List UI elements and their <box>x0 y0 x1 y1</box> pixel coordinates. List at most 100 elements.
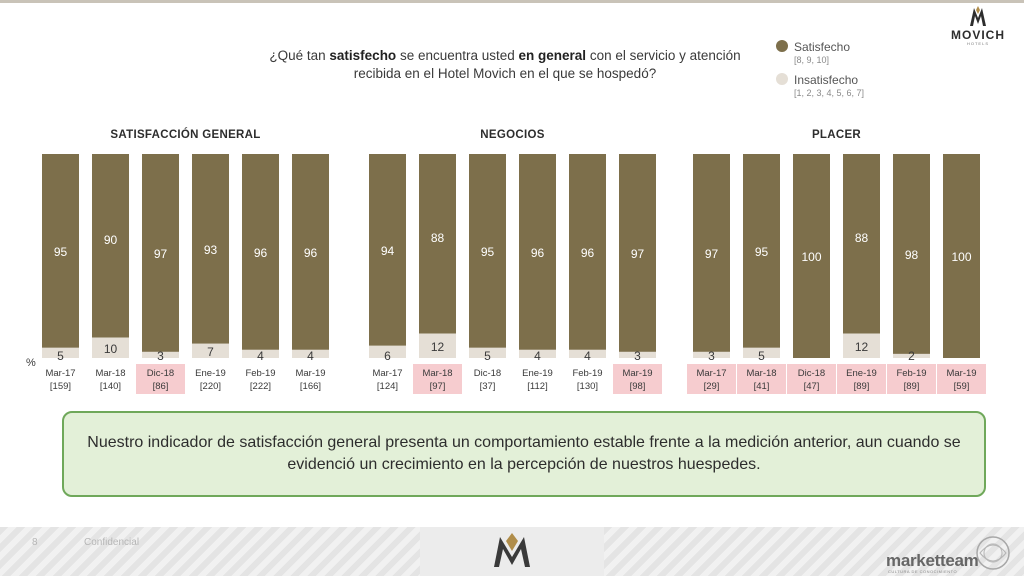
base-size-negocios-5: [98] <box>630 381 646 392</box>
base-size-satisfacci-n-general-2: [86] <box>153 381 169 392</box>
highlight-placer-5 <box>937 364 986 394</box>
bar-satisfied-placer-1 <box>743 154 780 348</box>
label-unsatisfied-placer-0: 3 <box>708 349 715 363</box>
bar-satisfied-satisfacci-n-general-1 <box>92 154 129 338</box>
legend-unsatisfied-swatch <box>776 73 788 85</box>
base-size-negocios-3: [112] <box>527 381 547 392</box>
category-label-placer-4: Feb-19 <box>896 368 926 379</box>
bar-unsatisfied-placer-3 <box>843 333 880 358</box>
highlight-negocios-1 <box>413 364 462 394</box>
label-satisfied-placer-3: 88 <box>855 231 869 245</box>
bar-satisfied-satisfacci-n-general-4 <box>242 154 279 350</box>
base-size-negocios-0: [124] <box>377 381 398 392</box>
conclusion-box: Nuestro indicador de satisfacción genera… <box>62 411 986 497</box>
bar-unsatisfied-placer-0 <box>693 351 730 358</box>
unit-label: % <box>26 357 36 369</box>
category-label-satisfacci-n-general-2: Dic-18 <box>147 368 174 379</box>
category-label-negocios-1: Mar-18 <box>422 368 452 379</box>
marketteam-tagline: CULTURA DE CONOCIMIENTO <box>888 569 958 574</box>
label-satisfied-negocios-4: 96 <box>581 246 595 260</box>
legend-satisfied-swatch <box>776 40 788 52</box>
label-satisfied-satisfacci-n-general-4: 96 <box>254 246 268 260</box>
highlight-placer-2 <box>787 364 836 394</box>
base-size-placer-3: [89] <box>854 381 870 392</box>
category-label-negocios-0: Mar-17 <box>372 368 402 379</box>
label-unsatisfied-placer-1: 5 <box>758 349 765 363</box>
category-label-satisfacci-n-general-0: Mar-17 <box>45 368 75 379</box>
base-size-satisfacci-n-general-0: [159] <box>50 381 71 392</box>
category-label-negocios-2: Dic-18 <box>474 368 501 379</box>
bar-satisfied-satisfacci-n-general-5 <box>292 154 329 350</box>
label-unsatisfied-satisfacci-n-general-0: 5 <box>57 349 64 363</box>
bar-unsatisfied-satisfacci-n-general-2 <box>142 351 179 358</box>
bar-satisfied-satisfacci-n-general-0 <box>42 154 79 348</box>
base-size-satisfacci-n-general-3: [220] <box>200 381 221 392</box>
page-number: 8 <box>32 537 38 548</box>
label-satisfied-satisfacci-n-general-1: 90 <box>104 233 118 247</box>
highlight-placer-3 <box>837 364 886 394</box>
movich-brand-sub: HOTELS <box>966 41 989 46</box>
base-size-satisfacci-n-general-1: [140] <box>100 381 121 392</box>
bar-satisfied-negocios-3 <box>519 154 556 350</box>
legend-satisfied-label: Satisfecho <box>794 40 851 54</box>
base-size-placer-4: [89] <box>904 381 920 392</box>
bar-satisfied-satisfacci-n-general-3 <box>192 154 229 344</box>
movich-monogram-icon <box>494 533 530 567</box>
label-unsatisfied-satisfacci-n-general-1: 10 <box>104 342 118 356</box>
bar-satisfied-negocios-1 <box>419 154 456 334</box>
movich-brand-name: MOVICH <box>951 28 1005 42</box>
bar-unsatisfied-negocios-5 <box>619 351 656 358</box>
category-label-placer-2: Dic-18 <box>798 368 825 379</box>
chart-title-negocios: NEGOCIOS <box>480 129 544 141</box>
highlight-placer-1 <box>737 364 786 394</box>
label-satisfied-negocios-2: 95 <box>481 245 495 259</box>
bar-unsatisfied-negocios-4 <box>569 349 606 358</box>
bar-satisfied-placer-0 <box>693 154 730 352</box>
label-satisfied-negocios-1: 88 <box>431 231 445 245</box>
footer: 8 Confidencial marketteam CULTURA DE CON… <box>0 527 1024 576</box>
bar-unsatisfied-placer-1 <box>743 347 780 358</box>
base-size-placer-5: [59] <box>954 381 970 392</box>
category-label-satisfacci-n-general-3: Ene-19 <box>195 368 226 379</box>
highlight-placer-4 <box>887 364 936 394</box>
bar-satisfied-placer-4 <box>893 154 930 354</box>
legend-satisfied-range: [8, 9, 10] <box>794 55 830 65</box>
footer-pattern-right <box>604 527 1024 576</box>
label-satisfied-placer-4: 98 <box>905 248 919 262</box>
category-label-negocios-5: Mar-19 <box>622 368 652 379</box>
label-satisfied-negocios-5: 97 <box>631 247 645 261</box>
label-satisfied-satisfacci-n-general-3: 93 <box>204 243 218 257</box>
marketteam-brand: marketteam <box>886 551 979 570</box>
label-satisfied-placer-1: 95 <box>755 245 769 259</box>
bar-satisfied-negocios-5 <box>619 154 656 352</box>
highlight-negocios-5 <box>613 364 662 394</box>
bar-satisfied-placer-3 <box>843 154 880 334</box>
question-text: ¿Qué tan satisfecho se encuentra usted e… <box>269 48 741 81</box>
label-unsatisfied-placer-4: 2 <box>908 349 915 363</box>
conclusion-text: Nuestro indicador de satisfacción genera… <box>87 434 961 473</box>
legend-unsatisfied-label: Insatisfecho <box>794 73 859 87</box>
bar-unsatisfied-negocios-0 <box>369 345 406 358</box>
label-unsatisfied-negocios-0: 6 <box>384 349 391 363</box>
label-unsatisfied-placer-3: 12 <box>855 340 869 354</box>
label-unsatisfied-negocios-5: 3 <box>634 349 641 363</box>
bar-unsatisfied-satisfacci-n-general-0 <box>42 347 79 358</box>
bar-unsatisfied-negocios-3 <box>519 349 556 358</box>
bar-unsatisfied-negocios-2 <box>469 347 506 358</box>
label-unsatisfied-satisfacci-n-general-4: 4 <box>257 349 264 363</box>
base-size-negocios-2: [37] <box>480 381 496 392</box>
bar-satisfied-placer-2 <box>793 154 830 358</box>
label-satisfied-negocios-3: 96 <box>531 246 545 260</box>
category-label-placer-1: Mar-18 <box>746 368 776 379</box>
satisfaction-charts: SATISFACCIÓN GENERAL% 95 5 Mar-17 [159] 90 10 M… <box>26 128 986 394</box>
category-label-satisfacci-n-general-5: Mar-19 <box>295 368 325 379</box>
category-label-placer-5: Mar-19 <box>946 368 976 379</box>
chart-title-satisfacci-n-general: SATISFACCIÓN GENERAL <box>110 128 260 141</box>
confidential-label: Confidencial <box>84 537 140 548</box>
bar-unsatisfied-satisfacci-n-general-1 <box>92 337 129 358</box>
label-satisfied-placer-2: 100 <box>801 250 821 264</box>
label-unsatisfied-negocios-3: 4 <box>534 349 541 363</box>
movich-mark-icon <box>970 6 986 26</box>
bar-satisfied-negocios-4 <box>569 154 606 350</box>
label-satisfied-negocios-0: 94 <box>381 244 395 258</box>
